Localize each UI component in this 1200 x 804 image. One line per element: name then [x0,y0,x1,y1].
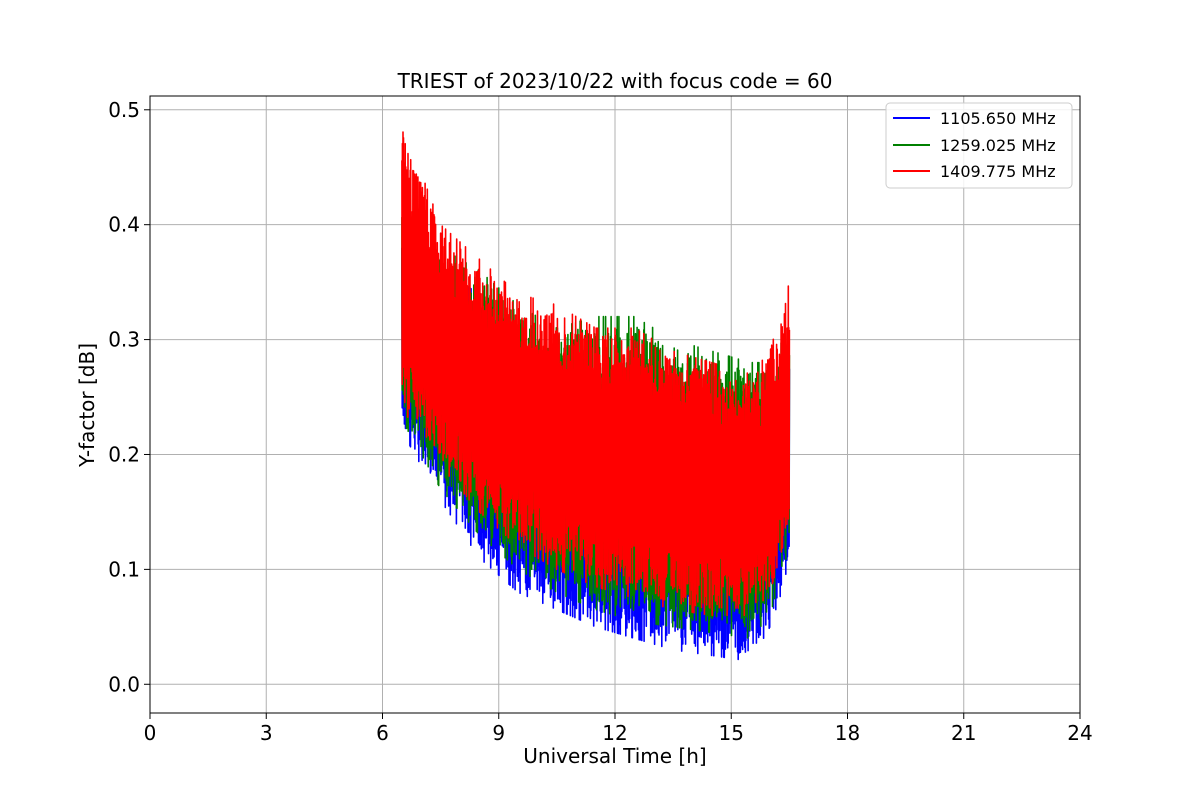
y-tick-label: 0.5 [108,98,140,122]
x-tick-label: 15 [719,721,744,745]
x-tick-label: 6 [376,721,389,745]
y-tick-label: 0.4 [108,213,140,237]
chart-title: TRIEST of 2023/10/22 with focus code = 6… [397,69,833,93]
legend-box [885,102,1073,189]
legend-label-series-0: 1105.650 MHz [940,109,1056,128]
x-axis-label: Universal Time [h] [523,744,706,768]
x-tick-label: 9 [492,721,505,745]
x-tick-label: 3 [260,721,273,745]
legend-label-series-2: 1409.775 MHz [940,162,1056,181]
y-tick-label: 0.3 [108,328,140,352]
tick-layer: 0 3 6 9 12 15 18 21 24 0.0 0.1 0.2 0.3 0.4 0.5 [108,98,1093,745]
x-tick-label: 18 [835,721,860,745]
legend: 1105.650 MHz 1259.025 MHz 1409.775 MHz [885,102,1073,189]
y-tick-label: 0.1 [108,557,140,581]
x-tick-label: 24 [1067,721,1092,745]
plot-area [401,131,791,661]
legend-label-series-1: 1259.025 MHz [940,136,1056,155]
series-line-2 [401,131,791,617]
x-tick-label: 12 [602,721,627,745]
x-tick-label: 0 [144,721,157,745]
y-tick-label: 0.0 [108,672,140,696]
y-tick-label: 0.2 [108,442,140,466]
series-layer [401,131,791,661]
y-axis-label: Y-factor [dB] [75,343,99,468]
x-tick-label: 21 [951,721,976,745]
